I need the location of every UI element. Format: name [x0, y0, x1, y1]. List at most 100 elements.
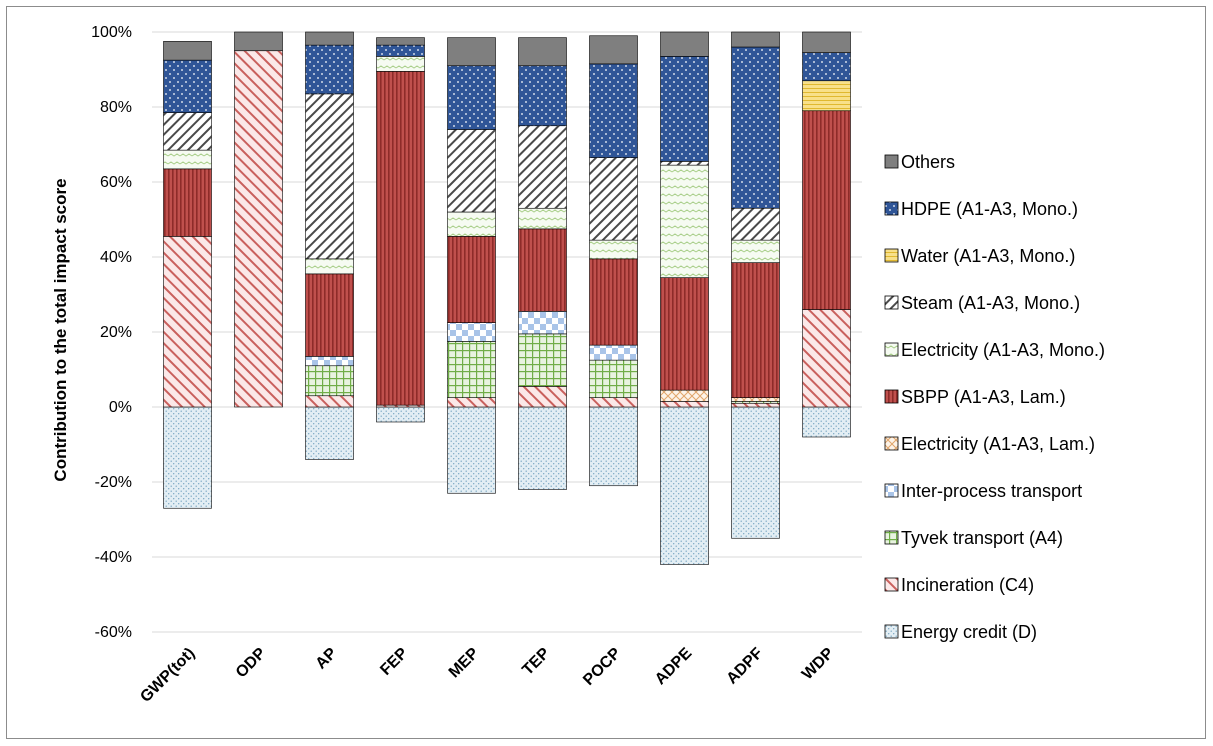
bar-segment [518, 125, 567, 209]
legend-swatch [884, 342, 899, 357]
bar-segment [731, 262, 780, 398]
legend-swatch [884, 154, 899, 169]
bar-segment [802, 309, 851, 408]
x-tick-label: ADPE [652, 645, 696, 689]
bar-segment [589, 406, 638, 487]
bar-segment [660, 401, 709, 408]
bar-segment [731, 397, 780, 402]
bar-segment [234, 50, 283, 408]
legend-label: Others [901, 152, 955, 172]
legend-label: Inter-process transport [901, 481, 1082, 501]
bar-segment [518, 228, 567, 312]
bar-segment [589, 35, 638, 65]
bar-segment [589, 359, 638, 398]
x-tick-labels: GWP(tot) ODP AP FEP MEP TEP POCP ADPE ADPF WDP [137, 645, 837, 706]
bar-segment [305, 93, 354, 260]
y-tick-label: -60% [95, 624, 132, 641]
bar-segment [731, 31, 780, 48]
legend-label: Electricity (A1-A3, Mono.) [901, 340, 1105, 360]
legend-label: Energy credit (D) [901, 622, 1037, 642]
bar-segment [376, 44, 425, 57]
bar-segment [660, 389, 709, 402]
bar-segment [376, 71, 425, 406]
bar-segment [376, 406, 425, 423]
bar-segment [518, 333, 567, 387]
bar-segment [518, 386, 567, 408]
legend-swatch [884, 483, 899, 498]
bar-segment [163, 149, 212, 170]
legend-label: Incineration (C4) [901, 575, 1034, 595]
bar-segment [589, 63, 638, 158]
legend-swatch [884, 624, 899, 639]
y-tick-label: 100% [91, 24, 132, 41]
bar-segment [447, 406, 496, 494]
legend-label: Water (A1-A3, Mono.) [901, 246, 1075, 266]
x-tick-label: AP [313, 645, 341, 673]
bar-segment [660, 31, 709, 57]
bar-segment [447, 129, 496, 213]
bar-segment [731, 46, 780, 209]
bar-segment [163, 59, 212, 113]
bars [163, 31, 851, 565]
x-tick-label: TEP [519, 645, 553, 679]
y-tick-label: -20% [95, 474, 132, 491]
bar-segment [589, 258, 638, 346]
bar-segment [163, 112, 212, 151]
y-tick-labels: -60% -40% -20% 0% 20% 40% 60% 80% 100% [91, 24, 132, 641]
legend-swatch [884, 295, 899, 310]
legend-swatch [884, 530, 899, 545]
y-tick-label: -40% [95, 549, 132, 566]
y-tick-label: 40% [100, 249, 132, 266]
legend-swatch [884, 389, 899, 404]
bar-segment [163, 41, 212, 61]
bar-segment [305, 356, 354, 367]
bar-segment [376, 37, 425, 46]
bar-segment [518, 311, 567, 335]
bar-segment [589, 157, 638, 241]
bar-segment [234, 31, 283, 52]
legend-swatch [884, 436, 899, 451]
bar-segment [447, 236, 496, 323]
bar-segment [660, 56, 709, 162]
bar-segment [660, 161, 709, 166]
bar-segment [305, 273, 354, 357]
bar-segment [447, 37, 496, 67]
x-tick-label: POCP [580, 645, 624, 689]
bar-segment [660, 406, 709, 565]
bar-segment [376, 56, 425, 72]
x-tick-label: GWP(tot) [137, 645, 198, 706]
x-tick-label: FEP [377, 645, 411, 679]
bar-segment [447, 341, 496, 398]
bar-segment [163, 406, 212, 509]
bar-segment [731, 207, 780, 241]
bar-segment [305, 365, 354, 397]
legend-label: Tyvek transport (A4) [901, 528, 1063, 548]
y-tick-label: 60% [100, 174, 132, 191]
legend-label: SBPP (A1-A3, Lam.) [901, 387, 1066, 407]
bar-segment [518, 65, 567, 127]
bar-segment [589, 239, 638, 260]
bar-segment [447, 397, 496, 408]
legend-label: Steam (A1-A3, Mono.) [901, 293, 1080, 313]
bar-segment [447, 65, 496, 130]
legend-swatch [884, 248, 899, 263]
x-tick-label: ADPF [724, 645, 767, 688]
bar-segment [447, 322, 496, 342]
bar-segment [305, 395, 354, 408]
bar-segment [731, 402, 780, 408]
bar-segment [802, 80, 851, 112]
y-axis-label: Contribution to the total impact score [51, 178, 70, 481]
bar-segment [802, 406, 851, 438]
x-tick-label: ODP [233, 645, 270, 682]
bar-segment [518, 207, 567, 230]
bar-segment [660, 277, 709, 391]
bar-segment [447, 211, 496, 237]
bar-segment [802, 52, 851, 82]
y-tick-label: 80% [100, 99, 132, 116]
bar-segment [305, 406, 354, 460]
bar-segment [802, 110, 851, 310]
bar-segment [731, 406, 780, 539]
legend-swatch [884, 201, 899, 216]
bar-segment [802, 31, 851, 53]
